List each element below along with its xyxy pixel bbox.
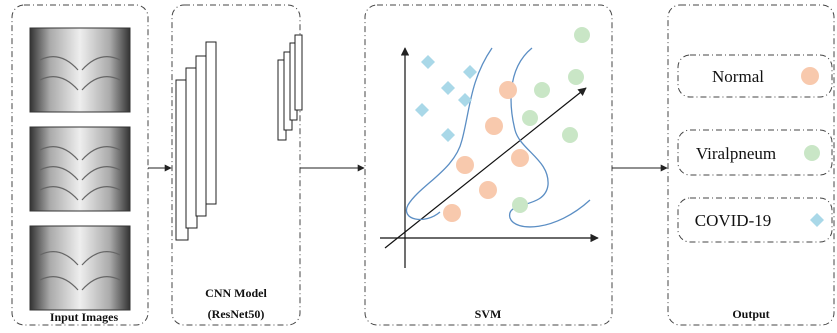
- cnn-sublabel: (ResNet50): [208, 307, 265, 321]
- class-label: COVID-19: [695, 211, 772, 230]
- svm-label: SVM: [475, 307, 502, 321]
- output-label: Output: [732, 307, 769, 321]
- viral-icon: [804, 145, 820, 161]
- cnn-label: CNN Model: [205, 286, 267, 300]
- xray-images: [30, 28, 130, 310]
- diagram: Input Images CNN Model (ResNet50) SVM No: [0, 0, 837, 328]
- cnn-layers: [176, 35, 302, 240]
- panel-frames: [12, 5, 834, 325]
- input-label: Input Images: [50, 310, 119, 324]
- viral-points: [512, 27, 590, 213]
- covid-icon: [810, 213, 824, 227]
- normal-icon: [801, 67, 819, 85]
- class-label: Viralpneum: [696, 144, 776, 163]
- page: Input Images CNN Model (ResNet50) SVM No: [0, 0, 837, 328]
- covid-points: [415, 55, 477, 142]
- svm-axes: [380, 48, 598, 268]
- class-label: Normal: [712, 67, 764, 86]
